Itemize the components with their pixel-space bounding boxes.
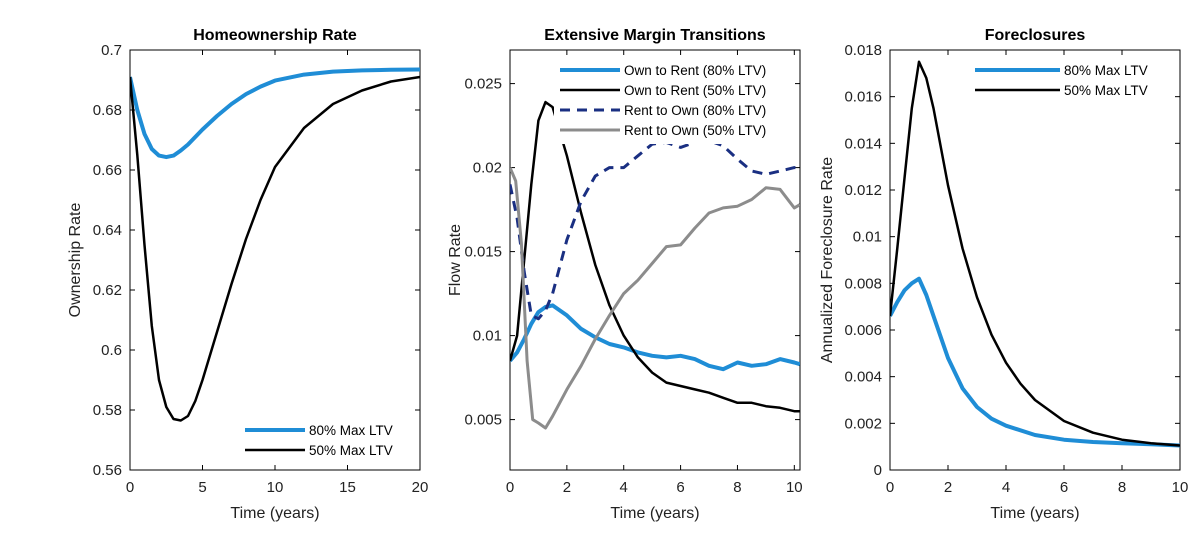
homeownership-legend: 80% Max LTV 50% Max LTV — [239, 416, 414, 464]
x-tick-label: 8 — [1118, 479, 1126, 496]
y-tick-label: 0.02 — [473, 160, 502, 177]
y-tick-label: 0.006 — [844, 322, 882, 339]
x-tick-label: 6 — [676, 479, 684, 496]
transitions-y-axis-label: Flow Rate — [447, 224, 464, 296]
x-tick-label: 10 — [1172, 479, 1189, 496]
y-tick-label: 0.014 — [844, 135, 882, 152]
foreclosures-y-axis-label: Annualized Foreclosure Rate — [819, 157, 836, 363]
legend-label: Own to Rent (80% LTV) — [624, 63, 766, 78]
transitions-panel: 0 2 4 6 8 10 0.005 0.01 0.015 0.02 0.025 Extensive … — [447, 27, 803, 522]
transitions-legend: Own to Rent (80% LTV) Own to Rent (50% LT… — [554, 56, 794, 144]
foreclosures-x-axis-label: Time (years) — [990, 505, 1079, 522]
y-tick-label: 0.64 — [93, 222, 122, 239]
x-tick-label: 20 — [412, 479, 429, 496]
foreclosures-panel: 0 2 4 6 8 10 0 0.002 0.004 0.006 0.008 0.01 0.012 0.0… — [819, 27, 1188, 522]
series-line-1 — [890, 276, 1180, 448]
x-tick-label: 0 — [126, 479, 134, 496]
series-line-1 — [130, 67, 420, 160]
x-tick-label: 10 — [786, 479, 803, 496]
y-tick-label: 0.58 — [93, 402, 122, 419]
series-line-2 — [510, 100, 800, 413]
y-tick-label: 0.018 — [844, 42, 882, 59]
foreclosures-axes — [889, 49, 1181, 471]
foreclosures-series-group — [890, 60, 1180, 448]
y-tick-label: 0.025 — [464, 76, 502, 93]
series-line-3 — [510, 139, 800, 321]
legend-label: Own to Rent (50% LTV) — [624, 83, 766, 98]
foreclosures-title: Foreclosures — [985, 27, 1086, 44]
homeownership-y-axis-label: Ownership Rate — [67, 203, 84, 318]
series-line-4 — [510, 167, 800, 430]
x-tick-label: 0 — [506, 479, 514, 496]
series-line-2 — [130, 75, 420, 422]
y-tick-label: 0.005 — [464, 412, 502, 429]
y-tick-label: 0.002 — [844, 415, 882, 432]
y-tick-label: 0.6 — [101, 342, 122, 359]
x-tick-label: 0 — [886, 479, 894, 496]
legend-label: Rent to Own (50% LTV) — [624, 123, 766, 138]
transitions-series-group — [510, 100, 800, 430]
x-tick-label: 2 — [563, 479, 571, 496]
transitions-x-axis-label: Time (years) — [610, 505, 699, 522]
homeownership-series-group — [130, 67, 420, 422]
y-tick-label: 0.004 — [844, 369, 882, 386]
y-tick-label: 0.66 — [93, 162, 122, 179]
legend-label: Rent to Own (80% LTV) — [624, 103, 766, 118]
y-tick-label: 0.016 — [844, 89, 882, 106]
y-tick-label: 0.008 — [844, 275, 882, 292]
y-tick-label: 0.7 — [101, 42, 122, 59]
y-tick-label: 0.01 — [853, 229, 882, 246]
transitions-title: Extensive Margin Transitions — [544, 27, 766, 44]
y-tick-label: 0.56 — [93, 462, 122, 479]
foreclosures-legend: 80% Max LTV 50% Max LTV — [969, 56, 1174, 104]
legend-label: 80% Max LTV — [309, 423, 393, 438]
x-tick-label: 4 — [620, 479, 628, 496]
homeownership-panel: 0 5 10 15 20 0.56 0.58 0.6 0.62 0.64 0.66 0.68 0.7 Ho… — [67, 27, 428, 522]
legend-label: 50% Max LTV — [1064, 83, 1148, 98]
homeownership-title: Homeownership Rate — [193, 27, 357, 44]
x-tick-label: 15 — [339, 479, 356, 496]
x-tick-label: 5 — [198, 479, 206, 496]
legend-background — [969, 56, 1174, 104]
x-tick-label: 10 — [267, 479, 284, 496]
series-line-2 — [890, 60, 1180, 447]
legend-label: 50% Max LTV — [309, 443, 393, 458]
series-line-1 — [510, 303, 800, 372]
x-tick-label: 6 — [1060, 479, 1068, 496]
legend-background — [239, 416, 414, 464]
x-tick-label: 4 — [1002, 479, 1010, 496]
homeownership-axes — [129, 49, 421, 471]
transitions-axes — [509, 49, 801, 471]
x-tick-label: 8 — [733, 479, 741, 496]
y-tick-label: 0.015 — [464, 244, 502, 261]
homeownership-x-axis-label: Time (years) — [230, 505, 319, 522]
x-tick-label: 2 — [944, 479, 952, 496]
y-tick-label: 0.01 — [473, 328, 502, 345]
y-tick-label: 0.012 — [844, 182, 882, 199]
y-tick-label: 0.68 — [93, 102, 122, 119]
y-tick-label: 0 — [874, 462, 882, 479]
legend-label: 80% Max LTV — [1064, 63, 1148, 78]
y-tick-label: 0.62 — [93, 282, 122, 299]
